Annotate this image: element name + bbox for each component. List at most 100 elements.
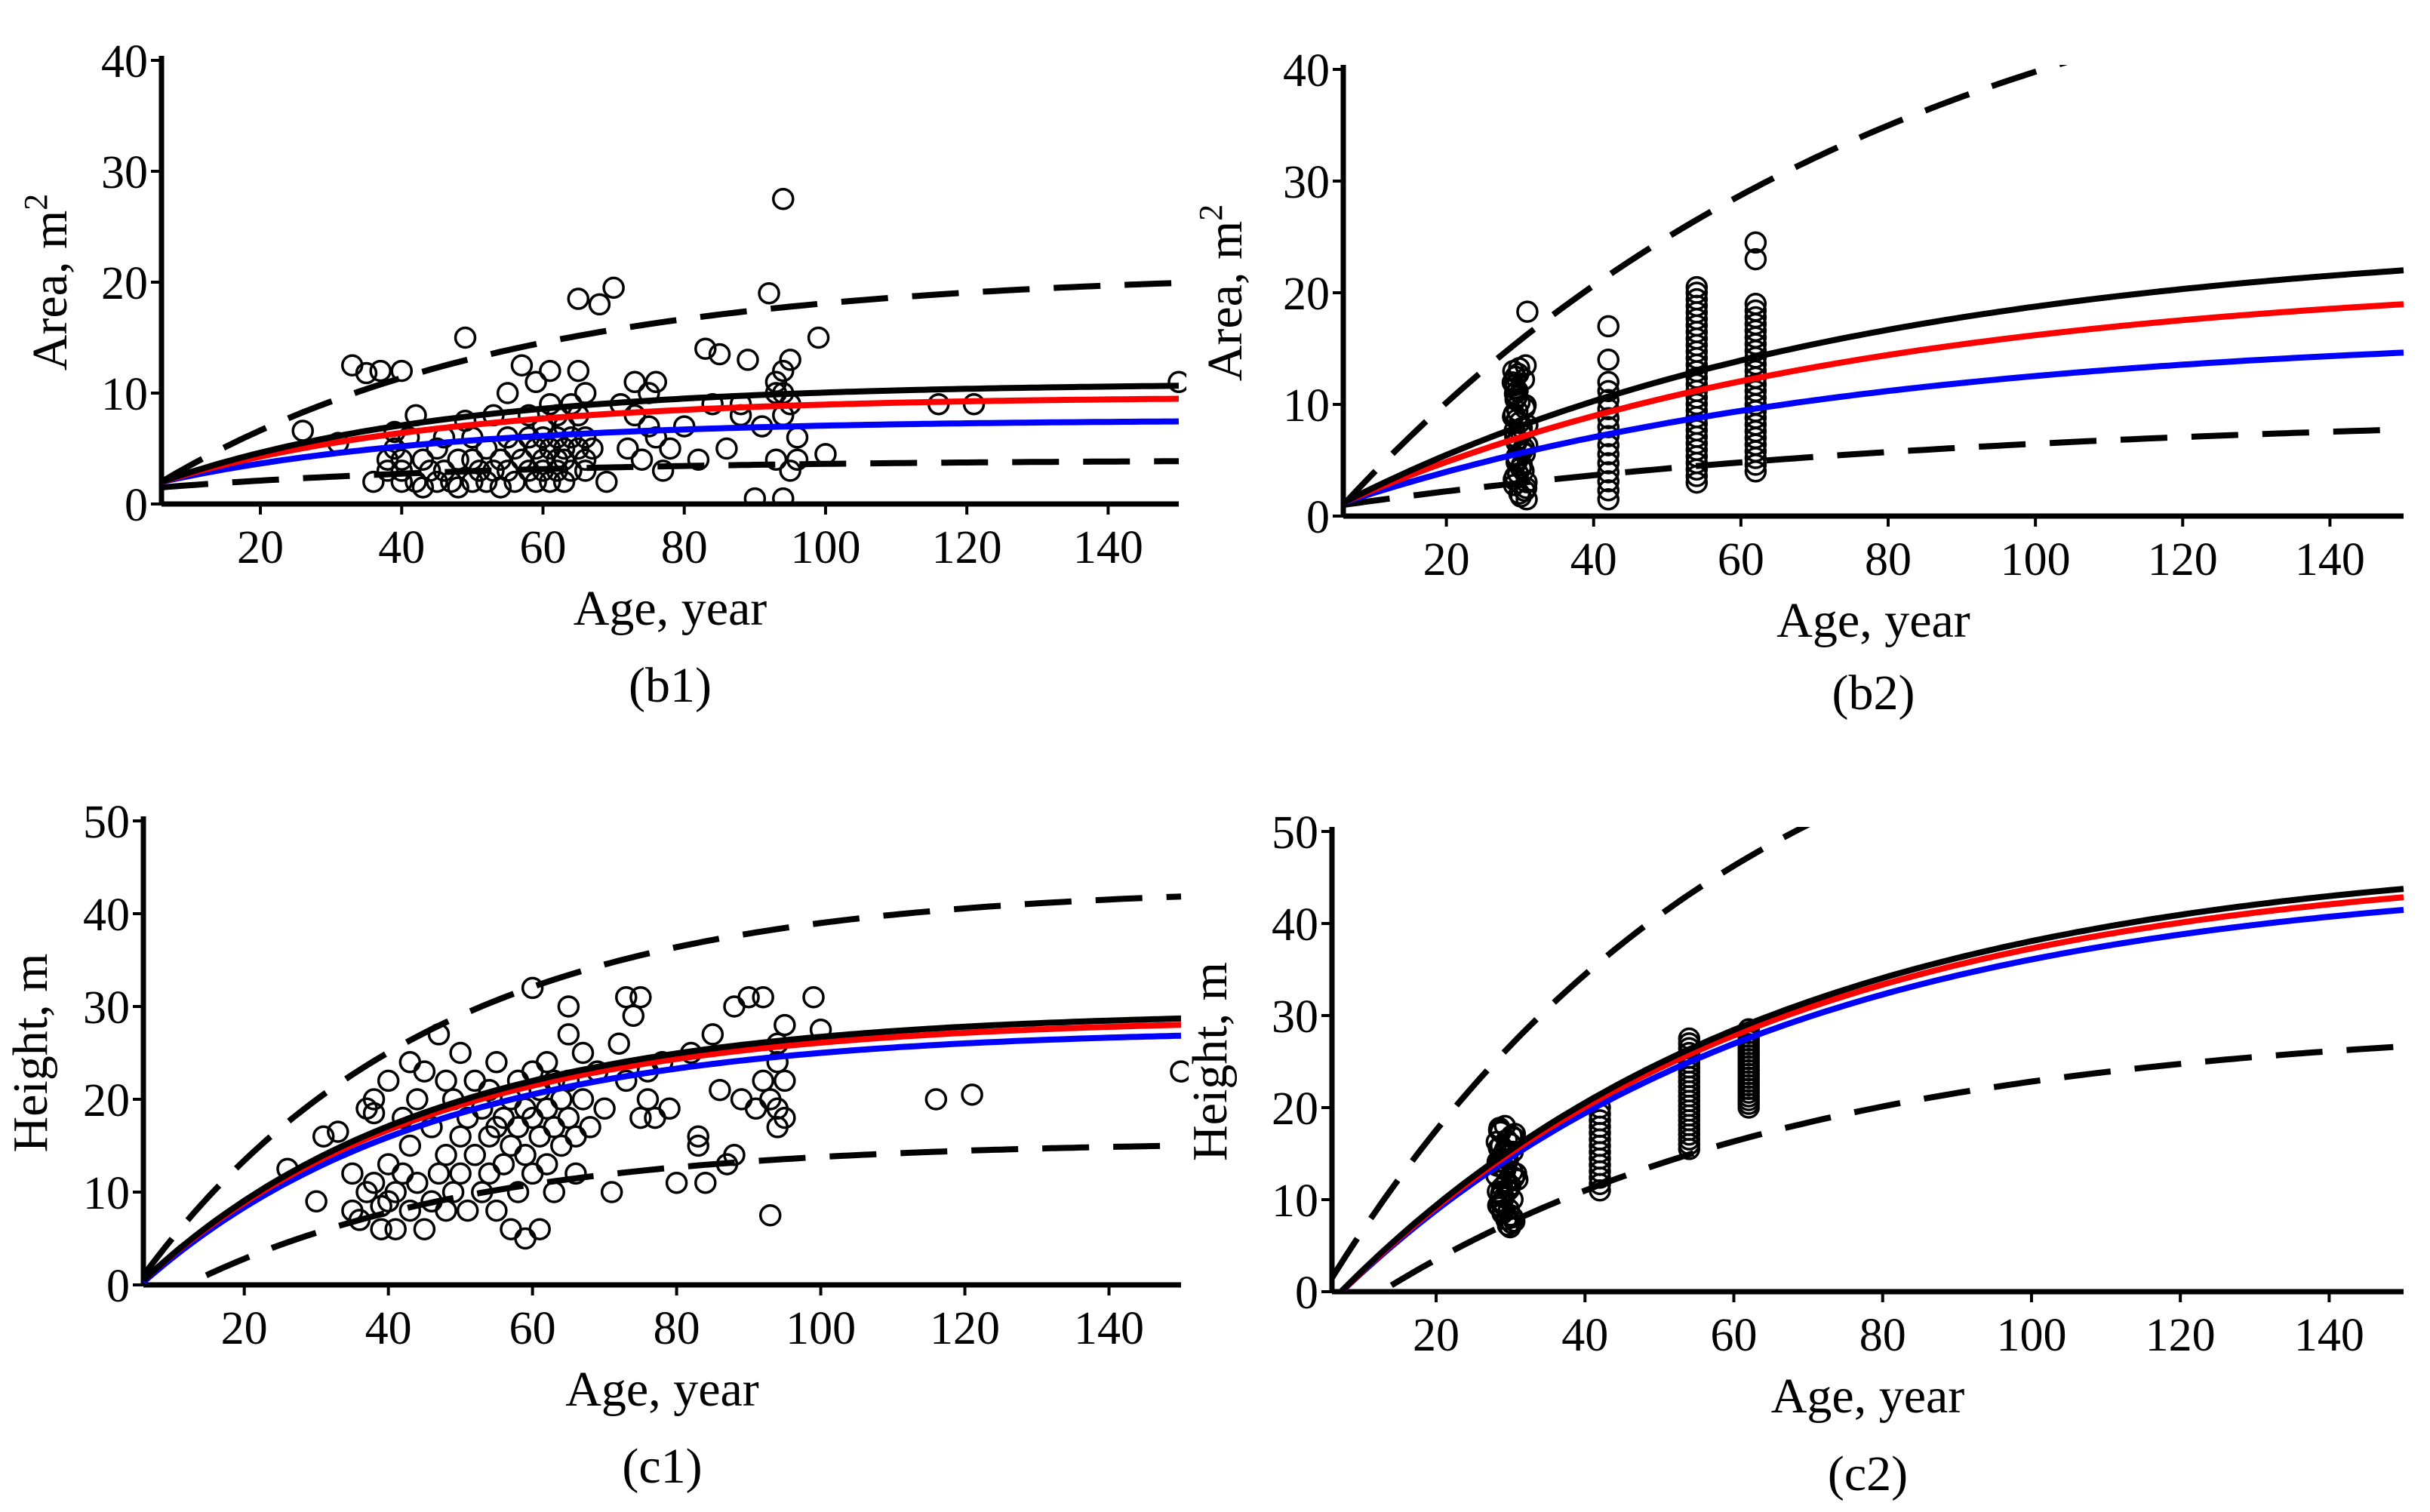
x-tick-label: 80 — [661, 522, 708, 573]
x-tick-label: 140 — [1074, 1303, 1144, 1354]
data-point — [564, 1125, 587, 1148]
panel-caption: (b2) — [1832, 665, 1915, 721]
data-point — [539, 437, 561, 460]
data-point — [355, 361, 378, 385]
data-point — [567, 437, 590, 460]
data-point — [485, 1051, 508, 1074]
x-tick-label: 120 — [2148, 534, 2218, 585]
data-point — [779, 459, 801, 482]
y-tick-label: 40 — [1272, 899, 1318, 951]
data-point — [744, 1097, 767, 1120]
fit-curve-red — [143, 1022, 1182, 1283]
data-point — [552, 470, 576, 493]
data-point — [802, 985, 825, 1009]
data-point — [615, 985, 638, 1009]
data-point — [924, 1088, 948, 1111]
y-tick-label: 50 — [83, 797, 130, 848]
data-point — [539, 470, 561, 493]
data-point — [406, 1171, 429, 1194]
x-tick-label: 100 — [790, 522, 860, 573]
y-axis-label: Height, m — [3, 954, 58, 1153]
x-tick-label: 80 — [1859, 1310, 1906, 1361]
data-point — [435, 1144, 457, 1166]
bound-curve-dashed — [161, 458, 1179, 490]
data-point — [305, 1190, 328, 1213]
data-point — [1597, 315, 1619, 338]
panel-caption: (b1) — [629, 658, 712, 713]
y-tick-label: 20 — [83, 1075, 130, 1126]
data-point — [622, 1004, 645, 1028]
x-axis-label: Age, year — [565, 1362, 759, 1417]
data-point — [608, 1032, 630, 1055]
fit-curves — [1343, 65, 2404, 509]
y-tick-label: 20 — [101, 258, 148, 309]
data-point — [390, 448, 414, 471]
data-point — [807, 326, 830, 349]
data-point — [1685, 281, 1709, 304]
data-point — [503, 470, 526, 493]
data-point — [426, 470, 448, 493]
data-point — [1597, 349, 1619, 371]
data-point — [723, 995, 746, 1018]
data-point — [779, 349, 801, 371]
data-point — [500, 1134, 522, 1157]
y-tick-label: 10 — [101, 369, 148, 420]
y-tick-label: 50 — [1272, 807, 1318, 859]
data-point — [743, 487, 767, 504]
data-point — [571, 1088, 595, 1111]
panel-caption: (c1) — [622, 1439, 702, 1494]
data-point — [478, 1162, 501, 1185]
x-tick-label: 120 — [932, 522, 1002, 573]
data-point — [774, 1069, 796, 1093]
data-point — [1744, 231, 1767, 254]
x-tick-label: 100 — [786, 1303, 856, 1354]
data-point — [539, 359, 561, 383]
bound-curve-dashed — [143, 893, 1182, 1278]
data-point — [593, 1097, 616, 1120]
data-point — [1597, 443, 1619, 466]
data-point — [737, 985, 760, 1009]
data-point — [456, 1199, 479, 1222]
data-point — [644, 1106, 666, 1129]
data-point — [557, 1106, 580, 1129]
x-tick-label: 100 — [1996, 1310, 2066, 1361]
data-point — [694, 337, 717, 360]
y-tick-label: 0 — [106, 1261, 130, 1312]
x-tick-label: 140 — [2294, 1310, 2364, 1361]
fit-curve-blue — [143, 1032, 1182, 1285]
y-tick-label: 40 — [83, 890, 130, 941]
data-point — [506, 1116, 530, 1139]
y-tick-label: 10 — [83, 1168, 130, 1219]
fit-curve-red — [161, 395, 1180, 485]
scatter-points — [1485, 1018, 1760, 1239]
data-point — [514, 1144, 537, 1166]
data-point — [574, 382, 597, 404]
x-tick-label: 80 — [654, 1303, 700, 1354]
data-point — [571, 1041, 595, 1065]
fit-curve-black — [143, 1015, 1182, 1283]
data-point — [550, 1134, 573, 1157]
data-point — [543, 1116, 566, 1139]
y-tick-label: 40 — [101, 36, 148, 88]
data-point — [506, 1181, 530, 1203]
data-point — [1744, 306, 1767, 329]
data-point — [362, 1102, 386, 1125]
fit-curve-blue — [161, 418, 1180, 485]
data-point — [638, 415, 660, 438]
data-point — [492, 1153, 515, 1175]
data-point — [1685, 275, 1709, 299]
data-point — [435, 1069, 457, 1093]
data-point — [567, 287, 590, 310]
data-point — [489, 448, 512, 471]
data-point — [413, 1060, 436, 1083]
data-point — [752, 1069, 774, 1093]
data-point — [629, 985, 652, 1009]
data-point — [772, 359, 795, 383]
data-point — [312, 1125, 335, 1148]
data-point — [630, 448, 654, 471]
fit-curve-red — [1343, 301, 2404, 506]
bound-curve-dashed — [161, 280, 1180, 485]
data-point — [588, 293, 611, 316]
fit-curve-black — [1336, 886, 2404, 1292]
data-point — [644, 370, 668, 394]
